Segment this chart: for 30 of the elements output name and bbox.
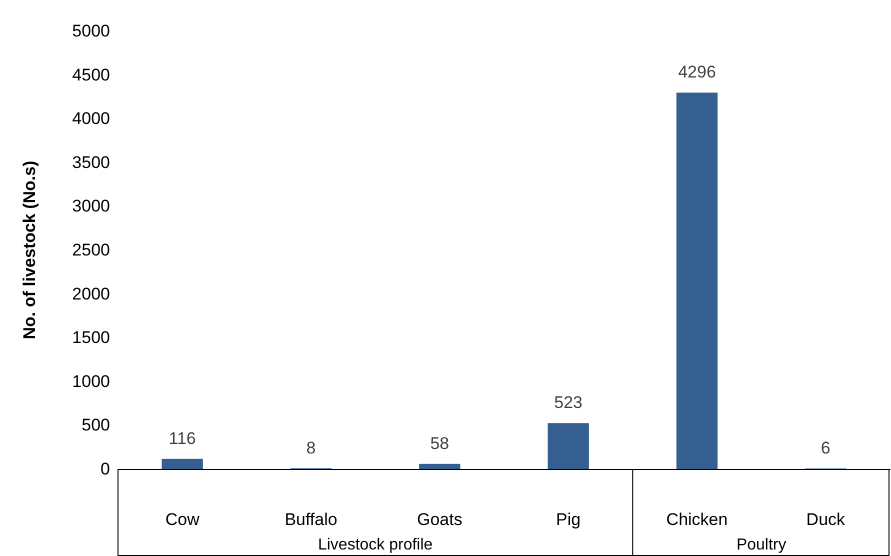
y-tick-label: 1000 <box>72 372 110 391</box>
data-label: 4296 <box>678 62 716 82</box>
x-tick-label: Cow <box>165 510 200 529</box>
data-label: 116 <box>168 428 196 448</box>
data-label: 6 <box>820 438 830 458</box>
y-tick-label: 2000 <box>72 284 110 304</box>
x-tick-label: Buffalo <box>284 510 338 529</box>
text: Poultry <box>736 536 786 554</box>
x-tick-label: Chicken <box>666 510 728 529</box>
x-tick-label: Duck <box>806 510 846 529</box>
y-tick-label: 5000 <box>72 22 110 40</box>
bar <box>162 458 203 469</box>
bar <box>548 423 589 469</box>
data-label: 58 <box>430 434 450 453</box>
y-tick-label: 4000 <box>72 109 110 128</box>
y-tick-label: 3000 <box>72 196 110 216</box>
y-axis-title: No. of livestock (No.s) <box>20 160 39 340</box>
y-tick-label: 0 <box>100 460 110 478</box>
y-tick-label: 3500 <box>72 152 110 172</box>
text: Livestock profile <box>318 536 433 554</box>
x-tick-label: Goats <box>416 510 462 529</box>
data-label: 523 <box>554 393 583 412</box>
y-tick-label: 500 <box>82 416 110 435</box>
bar <box>419 464 460 469</box>
y-tick-label: 1500 <box>72 328 110 348</box>
x-tick-label: Pig <box>556 510 581 529</box>
y-tick-label: 4500 <box>72 65 110 84</box>
bar <box>676 92 718 469</box>
data-label: 8 <box>306 438 316 458</box>
y-tick-label: 2500 <box>72 240 110 260</box>
